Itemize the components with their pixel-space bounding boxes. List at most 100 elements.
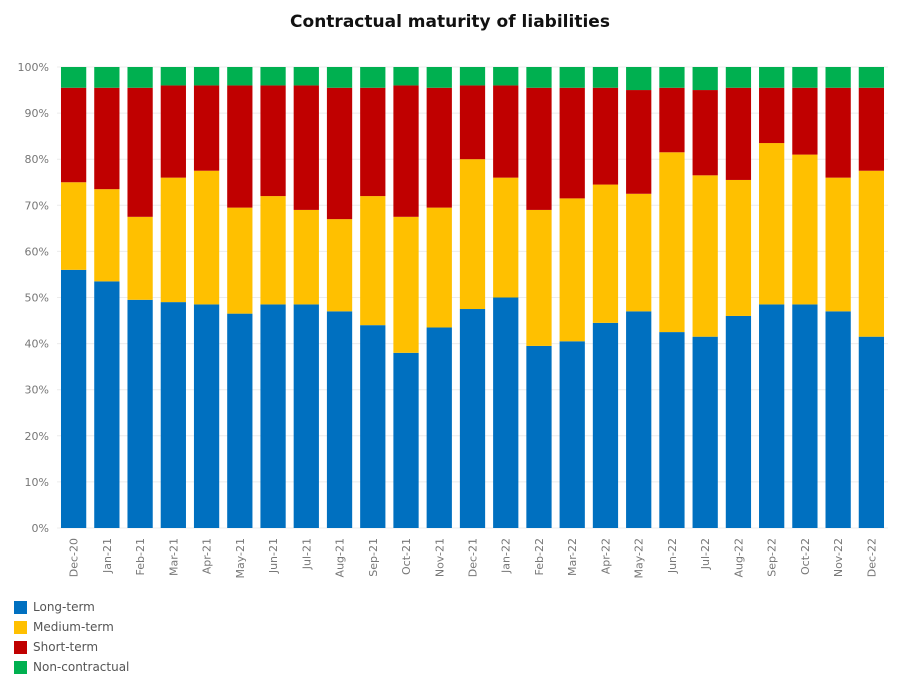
bar-segment-long-term [127,299,153,528]
bar-segment-medium-term [293,209,319,305]
x-tick-label: Nov-22 [832,538,845,577]
bar-segment-non-contractual [360,67,386,88]
x-tick-label: Dec-22 [865,538,878,577]
bar-segment-medium-term [592,184,619,323]
x-tick-label: Mar-22 [566,538,579,576]
bar-segment-non-contractual [825,67,851,88]
x-tick-label: Mar-21 [167,538,180,576]
bar-segment-medium-term [493,177,519,298]
bar-segment-medium-term [360,196,386,326]
bar-segment-short-term [393,85,419,217]
bar-segment-non-contractual [60,67,87,88]
bar-segment-non-contractual [559,67,585,88]
bar-segment-short-term [260,85,286,197]
bar-segment-non-contractual [326,67,353,88]
x-tick-label: Jan-21 [101,538,114,574]
bar-segment-non-contractual [260,67,286,86]
bar-segment-medium-term [227,207,253,314]
x-tick-label: Oct-21 [400,538,413,575]
bar-segment-short-term [326,87,353,220]
legend-label: Short-term [33,640,99,654]
bar-segment-non-contractual [160,67,186,86]
bar-segment-medium-term [260,196,286,305]
y-tick-label: 40% [25,338,49,351]
bar-segment-short-term [94,87,120,190]
y-tick-label: 0% [32,522,49,535]
bar-segment-non-contractual [293,67,319,86]
bar-segment-short-term [127,87,153,217]
bar-segment-long-term [692,336,718,528]
bar-segment-short-term [559,87,585,199]
bar-segment-short-term [493,85,519,178]
bar-segment-long-term [526,345,552,528]
x-tick-label: Oct-22 [799,538,812,575]
bar-segment-medium-term [559,198,585,342]
bar-segment-long-term [759,304,785,528]
bar-segment-medium-term [160,177,186,303]
legend-item: Non-contractual [14,657,129,677]
bar-segment-medium-term [725,179,752,316]
bar-segment-medium-term [858,170,885,337]
bar-segment-non-contractual [858,67,885,88]
bar-segment-medium-term [759,143,785,305]
bar-segment-short-term [592,87,619,185]
legend-item: Long-term [14,597,129,617]
bar-segment-long-term [626,311,652,528]
bar-segment-short-term [459,85,486,160]
y-tick-label: 60% [25,245,49,258]
bar-segment-non-contractual [725,67,752,88]
bar-segment-short-term [60,87,87,183]
bar-segment-non-contractual [526,67,552,88]
bar-segment-non-contractual [459,67,486,86]
chart-title: Contractual maturity of liabilities [290,12,610,32]
x-tick-label: Dec-20 [68,538,81,577]
bar-segment-non-contractual [659,67,685,88]
bars [60,67,885,528]
bar-segment-medium-term [393,216,419,353]
bar-segment-non-contractual [692,67,718,91]
bar-segment-medium-term [792,154,818,305]
legend-swatch [14,640,27,654]
bar-segment-long-term [592,322,619,528]
bar-segment-long-term [858,336,885,528]
bar-segment-long-term [426,327,452,528]
bar-segment-short-term [293,85,319,210]
x-tick-label: Aug-21 [334,538,347,577]
bar-segment-long-term [659,332,685,528]
bar-segment-medium-term [94,189,120,282]
bar-segment-short-term [759,87,785,144]
bar-segment-non-contractual [393,67,419,86]
bar-segment-short-term [792,87,818,155]
bar-segment-short-term [526,87,552,210]
x-tick-label: Jun-22 [666,538,679,574]
bar-segment-long-term [792,304,818,528]
x-tick-label: Apr-21 [201,538,214,574]
bar-segment-non-contractual [227,67,253,86]
y-tick-label: 80% [25,153,49,166]
legend: Long-term Medium-term Short-term Non-contra… [14,597,129,677]
y-tick-label: 20% [25,430,49,443]
bar-segment-long-term [360,325,386,528]
legend-label: Non-contractual [33,660,130,674]
bar-segment-medium-term [127,216,153,300]
x-tick-label: Feb-21 [134,538,147,575]
x-tick-label: Sep-21 [367,538,380,577]
bar-segment-long-term [825,311,851,528]
legend-label: Long-term [33,600,95,614]
bar-segment-medium-term [659,152,685,333]
x-tick-label: Sep-22 [766,538,779,577]
bar-segment-short-term [227,85,253,208]
x-tick-label: Aug-22 [732,538,745,577]
y-tick-label: 100% [18,61,49,74]
bar-segment-medium-term [60,182,87,270]
legend-swatch [14,600,27,614]
legend-label: Medium-term [33,620,114,634]
bar-segment-non-contractual [792,67,818,88]
y-tick-label: 30% [25,384,49,397]
legend-swatch [14,660,27,674]
bar-segment-non-contractual [426,67,452,88]
bar-segment-short-term [692,90,718,176]
bar-segment-medium-term [326,219,353,312]
bar-segment-short-term [160,85,186,178]
x-tick-label: Jul-21 [300,538,313,570]
